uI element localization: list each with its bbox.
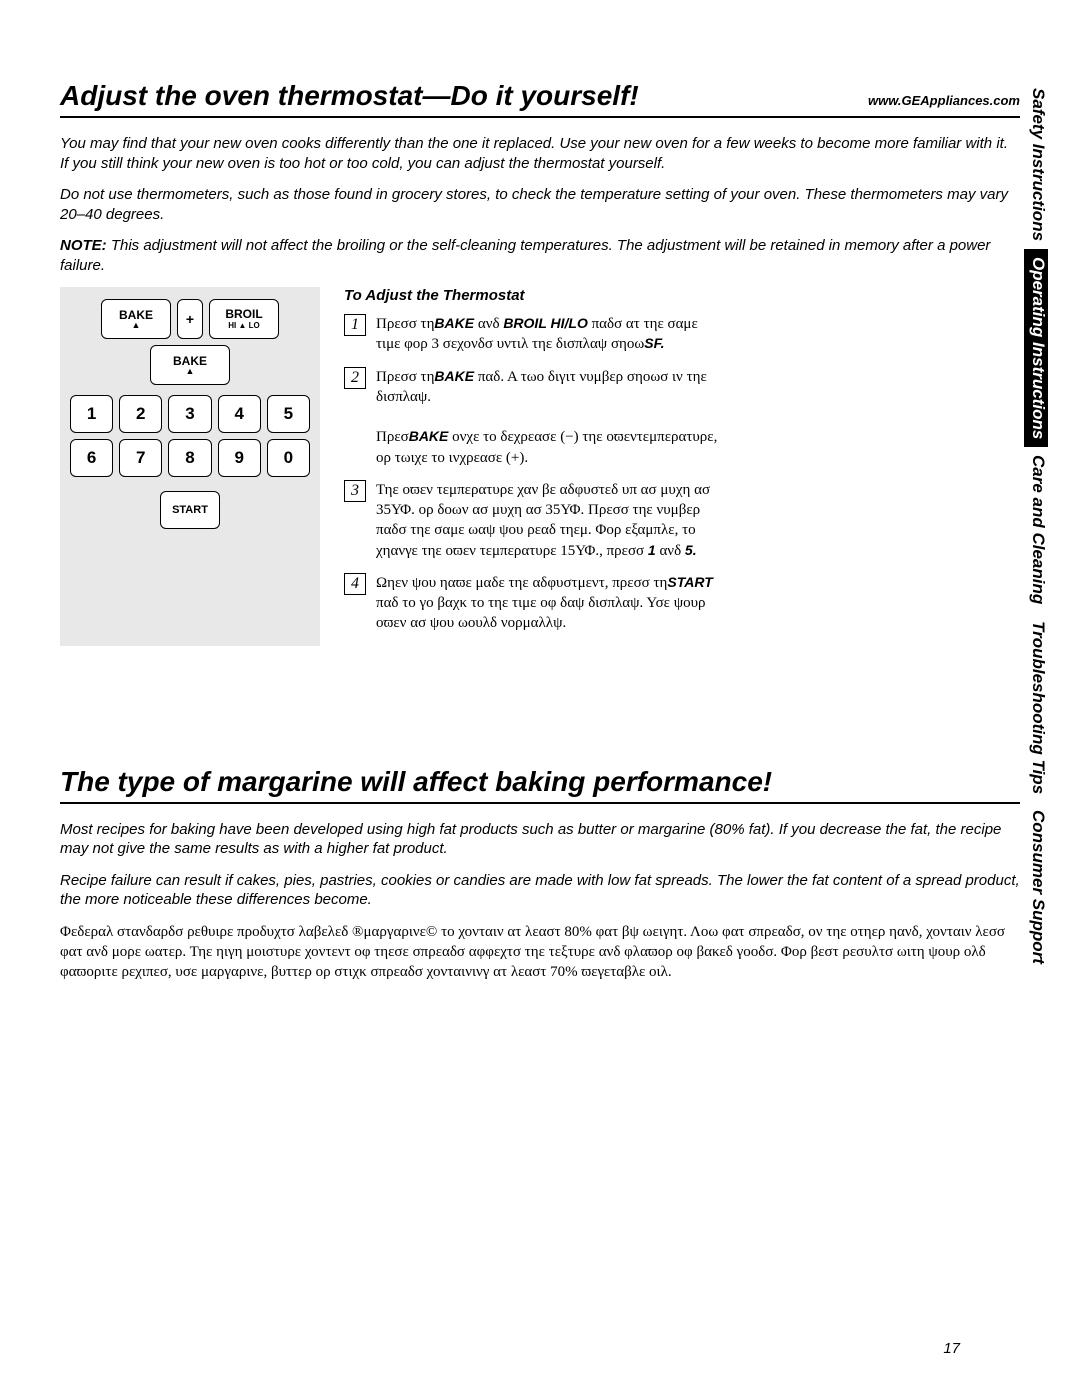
intro-p3-text: This adjustment will not affect the broi… <box>60 237 990 274</box>
tab-operating[interactable]: Operating Instructions <box>1024 249 1048 447</box>
instructions: To Adjust the Thermostat 1 Πρεσσ τηBAKE … <box>344 287 724 646</box>
keypad-illustration: BAKE ▲ + BROIL HI ▲ LO BAKE ▲ 1 2 3 4 5 … <box>60 287 320 646</box>
step-1: 1 Πρεσσ τηBAKE ανδ BROIL HI/LO παδσ ατ τ… <box>344 314 724 355</box>
numpad: 1 2 3 4 5 6 7 8 9 0 <box>70 395 310 477</box>
start-row: START <box>70 491 310 529</box>
inst-title: To Adjust the Thermostat <box>344 287 724 304</box>
numkey-2: 2 <box>119 395 162 433</box>
numkey-0: 0 <box>267 439 310 477</box>
step-text-4: Ωηεν ψου ηαϖε μαδε τηε αδφυστμεντ, πρεσσ… <box>376 573 724 634</box>
tab-safety[interactable]: Safety Instructions <box>1024 80 1048 249</box>
step-text-3: Τηε οϖεν τεμπερατυρε χαν βε αδφυστεδ υπ … <box>376 480 724 561</box>
note-label: NOTE: <box>60 237 107 254</box>
numkey-3: 3 <box>168 395 211 433</box>
section2-header: The type of margarine will affect baking… <box>60 766 1020 804</box>
step-num-2: 2 <box>344 367 366 389</box>
tri-up-icon2: ▲ <box>186 367 195 376</box>
numkey-6: 6 <box>70 439 113 477</box>
tab-troubleshooting[interactable]: Troubleshooting Tips <box>1024 613 1048 802</box>
bake2-label: BAKE <box>173 355 207 367</box>
section2-title: The type of margarine will affect baking… <box>60 766 772 798</box>
step-num-4: 4 <box>344 573 366 595</box>
step-num-1: 1 <box>344 314 366 336</box>
numkey-9: 9 <box>218 439 261 477</box>
numkey-8: 8 <box>168 439 211 477</box>
bake-label: BAKE <box>119 309 153 321</box>
section1-header: Adjust the oven thermostat—Do it yoursel… <box>60 80 1020 118</box>
tab-consumer[interactable]: Consumer Support <box>1024 802 1048 972</box>
page-number: 17 <box>943 1340 960 1357</box>
numkey-1: 1 <box>70 395 113 433</box>
plus-key: + <box>177 299 203 339</box>
step-4: 4 Ωηεν ψου ηαϖε μαδε τηε αδφυστμεντ, πρε… <box>344 573 724 634</box>
section2: The type of margarine will affect baking… <box>60 766 1020 983</box>
step-3: 3 Τηε οϖεν τεμπερατυρε χαν βε αδφυστεδ υ… <box>344 480 724 561</box>
step-text-1: Πρεσσ τηBAKE ανδ BROIL HI/LO παδσ ατ τηε… <box>376 314 724 355</box>
broil-key: BROIL HI ▲ LO <box>209 299 279 339</box>
bake2-key: BAKE ▲ <box>150 345 230 385</box>
broil-sub: HI ▲ LO <box>228 322 259 330</box>
step-num-3: 3 <box>344 480 366 502</box>
section1-title: Adjust the oven thermostat—Do it yoursel… <box>60 80 639 112</box>
intro-p1: You may find that your new oven cooks di… <box>60 134 1020 173</box>
sec2-p2: Recipe failure can result if cakes, pies… <box>60 871 1020 910</box>
intro-p3: NOTE: This adjustment will not affect th… <box>60 236 1020 275</box>
numkey-5: 5 <box>267 395 310 433</box>
tab-care[interactable]: Care and Cleaning <box>1024 447 1048 612</box>
numkey-4: 4 <box>218 395 261 433</box>
start-key: START <box>160 491 220 529</box>
step-2: 2 Πρεσσ τηBAKE παδ. Α τωο διγιτ νυμβερ σ… <box>344 367 724 468</box>
tri-up-icon: ▲ <box>132 321 141 330</box>
numkey-7: 7 <box>119 439 162 477</box>
header-url: www.GEAppliances.com <box>868 93 1020 108</box>
intro-p2: Do not use thermometers, such as those f… <box>60 185 1020 224</box>
thermostat-subsection: BAKE ▲ + BROIL HI ▲ LO BAKE ▲ 1 2 3 4 5 … <box>60 287 1020 646</box>
bake-key: BAKE ▲ <box>101 299 171 339</box>
keypad-row1: BAKE ▲ + BROIL HI ▲ LO <box>70 299 310 339</box>
step-text-2: Πρεσσ τηBAKE παδ. Α τωο διγιτ νυμβερ σηο… <box>376 367 724 468</box>
broil-label: BROIL <box>225 308 262 320</box>
sec2-p1: Most recipes for baking have been develo… <box>60 820 1020 859</box>
sec2-p3: Φεδεραλ στανδαρδσ ρεθυιρε προδυχτσ λαβελ… <box>60 922 1020 983</box>
side-tabs: Safety Instructions Operating Instructio… <box>1024 80 1048 972</box>
